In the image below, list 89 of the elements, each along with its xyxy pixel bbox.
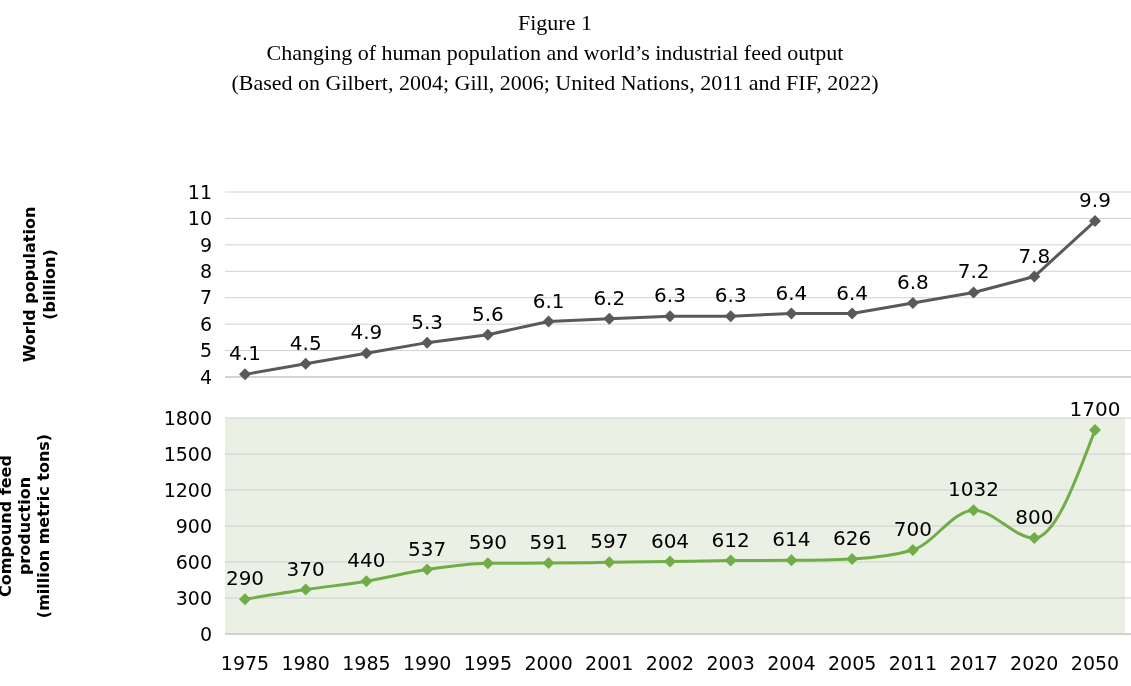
data-label: 7.8 [1018, 243, 1051, 268]
x-tick-label: 2011 [888, 652, 938, 674]
point [906, 544, 919, 556]
point [299, 583, 312, 596]
data-label: 6.3 [714, 283, 747, 308]
x-tick-label: 2005 [827, 652, 877, 674]
point [664, 555, 676, 568]
point [967, 504, 980, 517]
chart-title: Figure 1 [518, 10, 592, 35]
data-label: 6.1 [532, 288, 565, 313]
data-label: 6.3 [654, 283, 686, 308]
y-tick-label: 8 [199, 259, 212, 282]
point [239, 593, 251, 606]
data-label: 626 [833, 525, 872, 550]
y-axis-title: World population (billion) [20, 206, 59, 363]
x-tick-label: 1980 [281, 652, 330, 674]
y-tick-label: 600 [175, 550, 212, 573]
x-tick-label: 2050 [1070, 652, 1120, 674]
data-label: 597 [590, 529, 629, 554]
data-label: 6.8 [896, 270, 929, 294]
y-tick-label: 900 [175, 514, 212, 537]
data-label: 4.1 [229, 341, 261, 366]
point [1089, 215, 1101, 228]
y-tick-label: 9 [199, 233, 212, 256]
y-tick-label: 4 [199, 365, 212, 388]
point [785, 554, 798, 567]
chart-subtitle: Changing of human population and world’s industrial feed output [266, 40, 844, 65]
point [360, 347, 373, 360]
point [299, 357, 312, 370]
point [906, 297, 919, 309]
x-tick-label: 2002 [645, 652, 695, 674]
point [360, 575, 373, 588]
point [1028, 270, 1041, 283]
y-tick-label: 10 [187, 207, 212, 230]
data-label: 5.6 [471, 301, 504, 326]
x-tick-label: 2017 [949, 652, 998, 674]
y-tick-label: 1500 [163, 442, 212, 465]
y-tick-label: 300 [175, 586, 212, 609]
x-tick-label: 2001 [585, 652, 634, 674]
point [421, 336, 434, 349]
data-label: 6.4 [836, 280, 869, 305]
point [724, 310, 737, 323]
x-tick-label: 1985 [342, 652, 391, 674]
data-label: 591 [529, 530, 568, 555]
data-label: 6.2 [593, 285, 626, 310]
point [846, 307, 859, 320]
x-tick-label: 2004 [767, 652, 816, 674]
data-label: 537 [408, 536, 447, 561]
data-label: 612 [711, 527, 750, 552]
point [542, 315, 555, 328]
data-label: 1032 [948, 477, 1000, 502]
y-tick-label: 5 [199, 339, 212, 362]
data-label: 1700 [1069, 397, 1121, 421]
data-label: 4.9 [350, 320, 383, 345]
x-tick-label: 1995 [463, 652, 513, 674]
data-label: 5.3 [411, 309, 444, 334]
point [1028, 532, 1041, 544]
x-tick-label: 1990 [402, 652, 452, 674]
point [967, 286, 980, 299]
data-label: 604 [650, 528, 690, 553]
point [481, 328, 494, 341]
x-tick-label: 1975 [220, 652, 270, 674]
data-label: 440 [347, 548, 386, 573]
data-label: 7.2 [957, 259, 990, 284]
point [542, 557, 555, 570]
point [603, 556, 616, 569]
y-tick-label: 1200 [163, 478, 212, 501]
text: (Based on Gilbert, 2004; Gill, 2006; United Nations, 2011 and FIF, 2022) [231, 70, 879, 95]
data-label: 614 [772, 527, 811, 552]
y-tick-label: 1800 [163, 406, 212, 429]
y-tick-label: 6 [199, 312, 212, 335]
point [1089, 424, 1101, 436]
data-label: 9.9 [1079, 188, 1111, 213]
x-tick-label: 2003 [706, 652, 755, 674]
data-label: 4.5 [289, 330, 322, 355]
x-tick-label: 2000 [524, 652, 573, 674]
data-label: 800 [1015, 505, 1054, 529]
data-label: 6.4 [775, 280, 808, 305]
data-label: 290 [225, 566, 265, 591]
data-label: 370 [286, 556, 325, 581]
point [239, 368, 251, 381]
data-label: 700 [893, 517, 932, 541]
x-tick-label: 2020 [1010, 652, 1059, 674]
point [421, 563, 434, 576]
data-label: 590 [468, 530, 507, 555]
y-tick-label: 0 [199, 622, 212, 645]
y-tick-label: 7 [199, 286, 212, 309]
y-tick-label: 11 [187, 180, 212, 203]
point [664, 310, 676, 323]
